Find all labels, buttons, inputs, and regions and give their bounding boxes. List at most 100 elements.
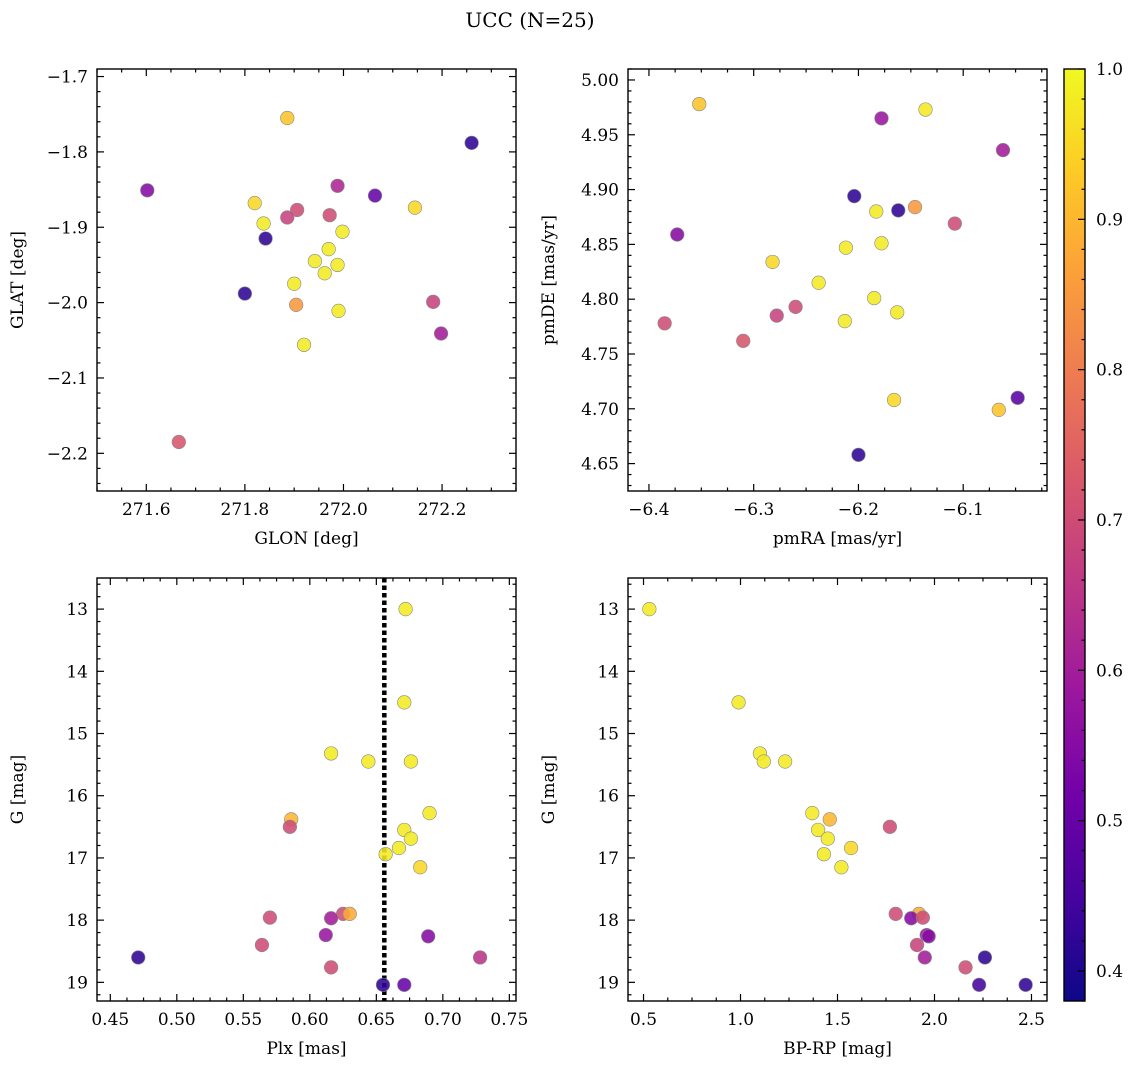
x-tick-label: 2.0 (921, 1010, 948, 1030)
x-axis-label: pmRA [mas/yr] (773, 529, 902, 549)
data-point (413, 860, 428, 875)
data-point (262, 910, 278, 925)
y-tick-label: 19 (597, 973, 619, 993)
y-tick-label: −1.8 (47, 143, 88, 163)
data-point (391, 840, 407, 856)
data-point (290, 202, 305, 218)
data-point (778, 754, 793, 769)
data-point (811, 275, 826, 290)
data-point (909, 937, 925, 953)
data-point (847, 189, 862, 204)
data-point (375, 977, 391, 992)
y-tick-label: 13 (597, 600, 619, 620)
data-point (958, 960, 973, 975)
data-point (921, 929, 936, 944)
x-tick-label: 0.55 (224, 1010, 262, 1030)
data-point (890, 305, 905, 320)
x-tick-label: 1.0 (727, 1010, 754, 1030)
data-point (907, 200, 923, 215)
y-tick-label: 15 (597, 725, 619, 745)
y-tick-label: −2.2 (47, 444, 88, 464)
data-point (296, 337, 312, 352)
colorbar-tick-label: 0.8 (1096, 361, 1123, 381)
x-tick-label: 0.75 (490, 1010, 528, 1030)
data-point (433, 326, 449, 341)
data-point (888, 906, 903, 922)
data-point (256, 216, 271, 231)
x-axis-label: GLON [deg] (254, 529, 358, 549)
x-tick-label: 0.50 (158, 1010, 196, 1030)
x-axis-label: BP-RP [mag] (783, 1039, 892, 1059)
data-point (788, 299, 803, 314)
data-point (867, 290, 882, 306)
y-axis-label: G [mag] (539, 755, 559, 824)
x-tick-label: 271.6 (122, 500, 171, 520)
data-point (947, 216, 962, 231)
y-tick-label: 13 (66, 600, 88, 620)
data-point (1010, 390, 1025, 405)
data-point (421, 929, 436, 944)
x-tick-label: −6.1 (943, 500, 984, 520)
data-point (874, 236, 889, 251)
data-point (331, 303, 346, 318)
panel-3: 0.45 0.50 0.55 0.60 0.65 0.70 0.75 13 14 15 16 17 18… (8, 577, 528, 1059)
data-point (398, 602, 413, 617)
data-point (472, 950, 488, 965)
data-point (324, 746, 339, 761)
y-tick-label: 4.80 (581, 290, 619, 310)
y-tick-label: 17 (66, 849, 88, 869)
data-point (322, 208, 337, 223)
data-point (289, 297, 304, 312)
panel-2: −6.4 −6.3 −6.2 −6.1 4.65 4.70 4.75 4.80 4.85 4.90… (539, 68, 1048, 549)
data-point (851, 447, 866, 462)
colorbar: 0.4 0.5 0.6 0.7 0.8 0.9 1.0 (1063, 60, 1123, 1002)
data-point (324, 960, 339, 975)
x-axis-label: Plx [mas] (266, 1039, 346, 1059)
scatter-points (642, 602, 1033, 992)
y-tick-label: 5.00 (581, 71, 619, 91)
colorbar-gradient (1064, 69, 1085, 1001)
y-tick-label: 17 (597, 849, 619, 869)
data-point (318, 927, 333, 943)
colorbar-tick-label: 0.5 (1096, 812, 1123, 832)
data-point (869, 204, 884, 219)
y-axis-label: pmDE [mas/yr] (539, 215, 559, 345)
data-point (321, 242, 336, 257)
data-point (1018, 977, 1033, 992)
data-point (426, 294, 441, 309)
data-point (287, 276, 302, 291)
data-point (280, 210, 295, 225)
figure-title: UCC (N=25) (465, 8, 594, 32)
y-tick-label: 4.75 (581, 345, 619, 365)
data-point (886, 392, 902, 408)
x-tick-label: 272.2 (418, 500, 467, 520)
y-axis-label: GLAT [deg] (8, 231, 28, 329)
x-tick-label: 271.8 (221, 500, 270, 520)
y-tick-label: 16 (66, 787, 88, 807)
colorbar-tick-label: 0.7 (1096, 511, 1123, 531)
x-tick-label: −6.4 (628, 500, 669, 520)
data-point (317, 266, 332, 281)
data-point (307, 254, 322, 269)
colorbar-frame (1063, 68, 1086, 1002)
data-point (330, 178, 345, 193)
data-point (820, 831, 835, 846)
axes-frame (627, 68, 1048, 492)
data-point (342, 906, 357, 922)
data-point (131, 950, 146, 965)
x-tick-label: 0.45 (91, 1010, 129, 1030)
x-tick-label: 0.60 (291, 1010, 329, 1030)
colorbar-tick-label: 0.9 (1096, 210, 1123, 230)
data-point (834, 860, 849, 875)
y-axis-label: G [mag] (8, 755, 28, 824)
data-point (816, 847, 832, 862)
y-tick-label: 4.95 (581, 126, 619, 146)
data-point (140, 183, 155, 198)
data-point (397, 977, 412, 992)
y-tick-label: 4.90 (581, 181, 619, 201)
y-tick-label: 19 (66, 973, 88, 993)
data-point (811, 822, 826, 838)
axes-frame (627, 577, 1048, 1002)
colorbar-tick-label: 1.0 (1096, 60, 1123, 80)
